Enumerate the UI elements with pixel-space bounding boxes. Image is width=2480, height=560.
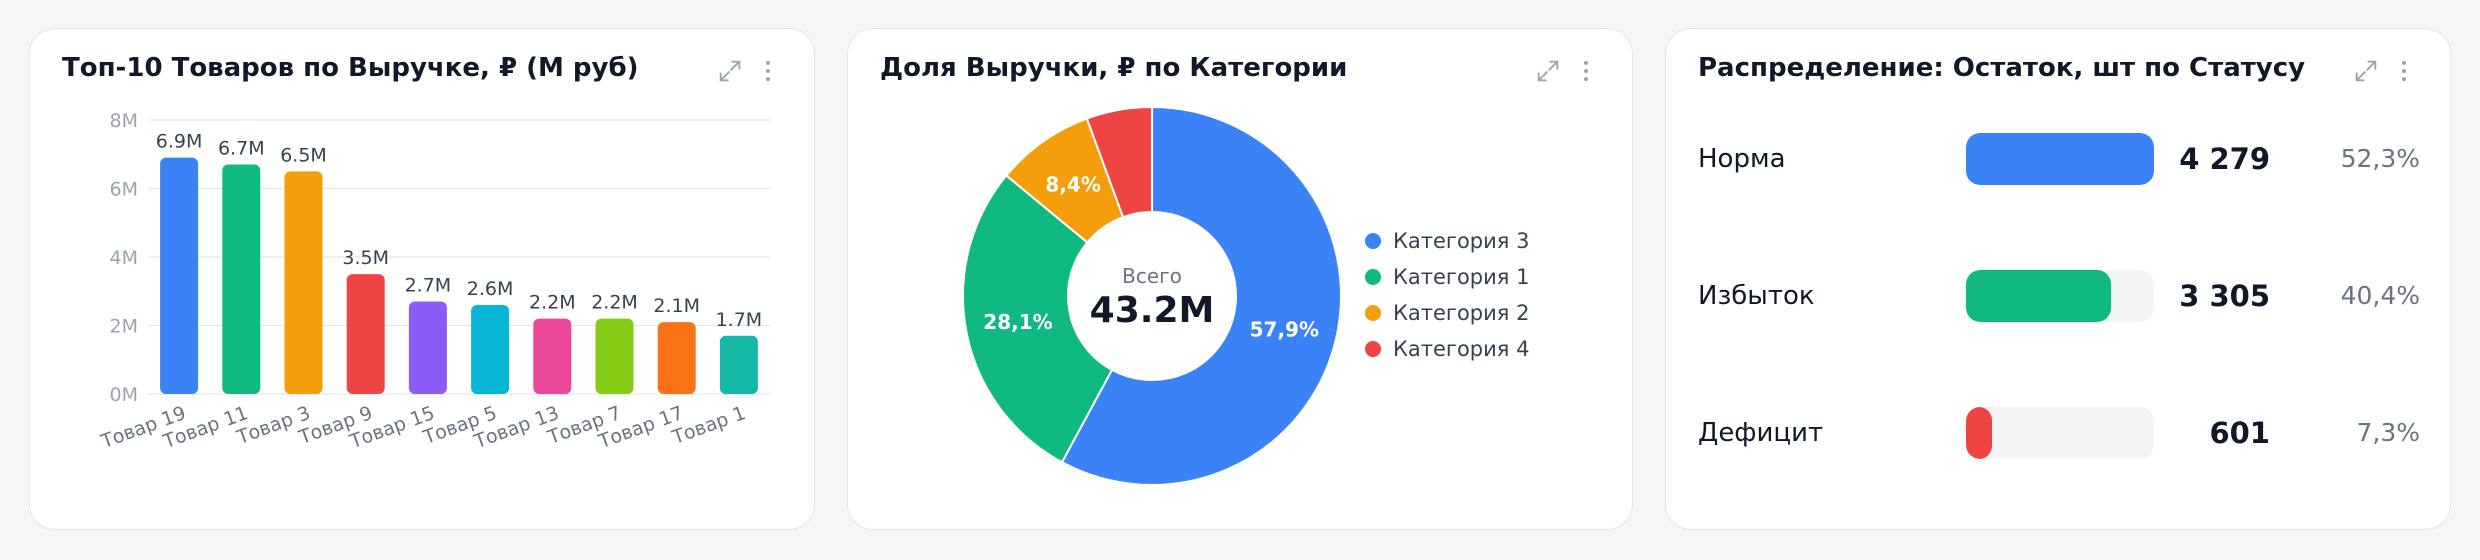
status-bar-fill: [1966, 270, 2112, 322]
bar: [657, 322, 696, 394]
bar-value-label: 6.5M: [280, 144, 327, 166]
status-percent: 7,3%: [2356, 418, 2420, 447]
status-bar-track: [1966, 133, 2154, 185]
bar: [595, 318, 634, 394]
bar-value-label: 2.1M: [653, 295, 700, 317]
legend-label: Категория 4: [1393, 337, 1529, 361]
slice-percent-label: 8,4%: [1045, 173, 1100, 197]
more-vertical-icon[interactable]: [2390, 57, 2418, 85]
y-tick-label: 2M: [110, 316, 138, 338]
status-count: 601: [2209, 416, 2270, 450]
status-row-norm: Норма 4 279 52,3%: [1698, 133, 2420, 185]
expand-icon[interactable]: [1534, 57, 1562, 85]
status-count: 4 279: [2179, 142, 2270, 176]
donut-slice: [1060, 105, 1342, 486]
legend-marker: [1365, 305, 1381, 321]
status-bar-fill: [1966, 133, 2154, 185]
legend-marker: [1365, 341, 1381, 357]
donut-center-label: Всего: [1122, 264, 1182, 288]
top-products-card: 0M 2M 4M 6M 8M 6.9M Товар 19 6.7M Товар 11 6.5M То…: [29, 28, 815, 530]
expand-icon[interactable]: [2352, 57, 2380, 85]
status-label: Норма: [1698, 144, 1786, 174]
bar-value-label: 6.9M: [156, 131, 203, 153]
bar-value-label: 2.6M: [467, 278, 514, 300]
expand-icon[interactable]: [716, 57, 744, 85]
status-bar-fill: [1966, 407, 1993, 459]
y-tick-label: 4M: [110, 247, 138, 269]
donut-slice: [962, 174, 1114, 464]
stock-status-card: Распределение: Остаток, шт по Статусу Но…: [1665, 28, 2451, 530]
status-row-excess: Избыток 3 305 40,4%: [1698, 270, 2420, 322]
legend-label: Категория 2: [1393, 301, 1529, 325]
bar-value-label: 6.7M: [218, 138, 265, 160]
slice-percent-label: 57,9%: [1250, 318, 1319, 342]
bar: [533, 318, 572, 394]
bar: [160, 157, 199, 394]
bar-value-label: 2.2M: [591, 292, 638, 314]
revenue-share-card: 57,9% 28,1% 8,4% Всего 43.2M Категория 3 Катег…: [847, 28, 1633, 530]
bar-value-label: 3.5M: [342, 247, 389, 269]
status-percent: 52,3%: [2340, 144, 2420, 173]
bar: [222, 164, 261, 394]
top-products-title: Топ-10 Товаров по Выручке, ₽ (М руб): [62, 53, 639, 83]
donut-slice: [1085, 105, 1153, 219]
bar-value-label: 2.7M: [405, 275, 452, 297]
status-count: 3 305: [2179, 279, 2270, 313]
bar: [471, 304, 510, 394]
donut-center-value: 43.2M: [1090, 290, 1215, 331]
status-label: Дефицит: [1698, 418, 1824, 448]
slice-percent-label: 28,1%: [983, 310, 1052, 334]
bar: [284, 171, 323, 394]
stock-status-title: Распределение: Остаток, шт по Статусу: [1698, 53, 2306, 83]
revenue-share-title: Доля Выручки, ₽ по Категории: [880, 53, 1348, 83]
more-vertical-icon[interactable]: [1572, 57, 1600, 85]
status-bar-track: [1966, 270, 2154, 322]
bar: [346, 274, 385, 394]
more-vertical-icon[interactable]: [754, 57, 782, 85]
legend-marker: [1365, 269, 1381, 285]
y-tick-label: 8M: [110, 110, 138, 132]
y-tick-label: 6M: [110, 179, 138, 201]
bar: [719, 335, 758, 394]
legend-label: Категория 1: [1393, 265, 1529, 289]
bar: [408, 301, 447, 394]
bar-value-label: 1.7M: [716, 309, 763, 331]
status-percent: 40,4%: [2340, 281, 2420, 310]
legend-marker: [1365, 233, 1381, 249]
status-row-deficit: Дефицит 601 7,3%: [1698, 407, 2420, 459]
bar-value-label: 2.2M: [529, 292, 576, 314]
status-label: Избыток: [1698, 281, 1815, 311]
legend-label: Категория 3: [1393, 229, 1529, 253]
y-tick-label: 0M: [110, 384, 138, 406]
status-bar-track: [1966, 407, 2154, 459]
